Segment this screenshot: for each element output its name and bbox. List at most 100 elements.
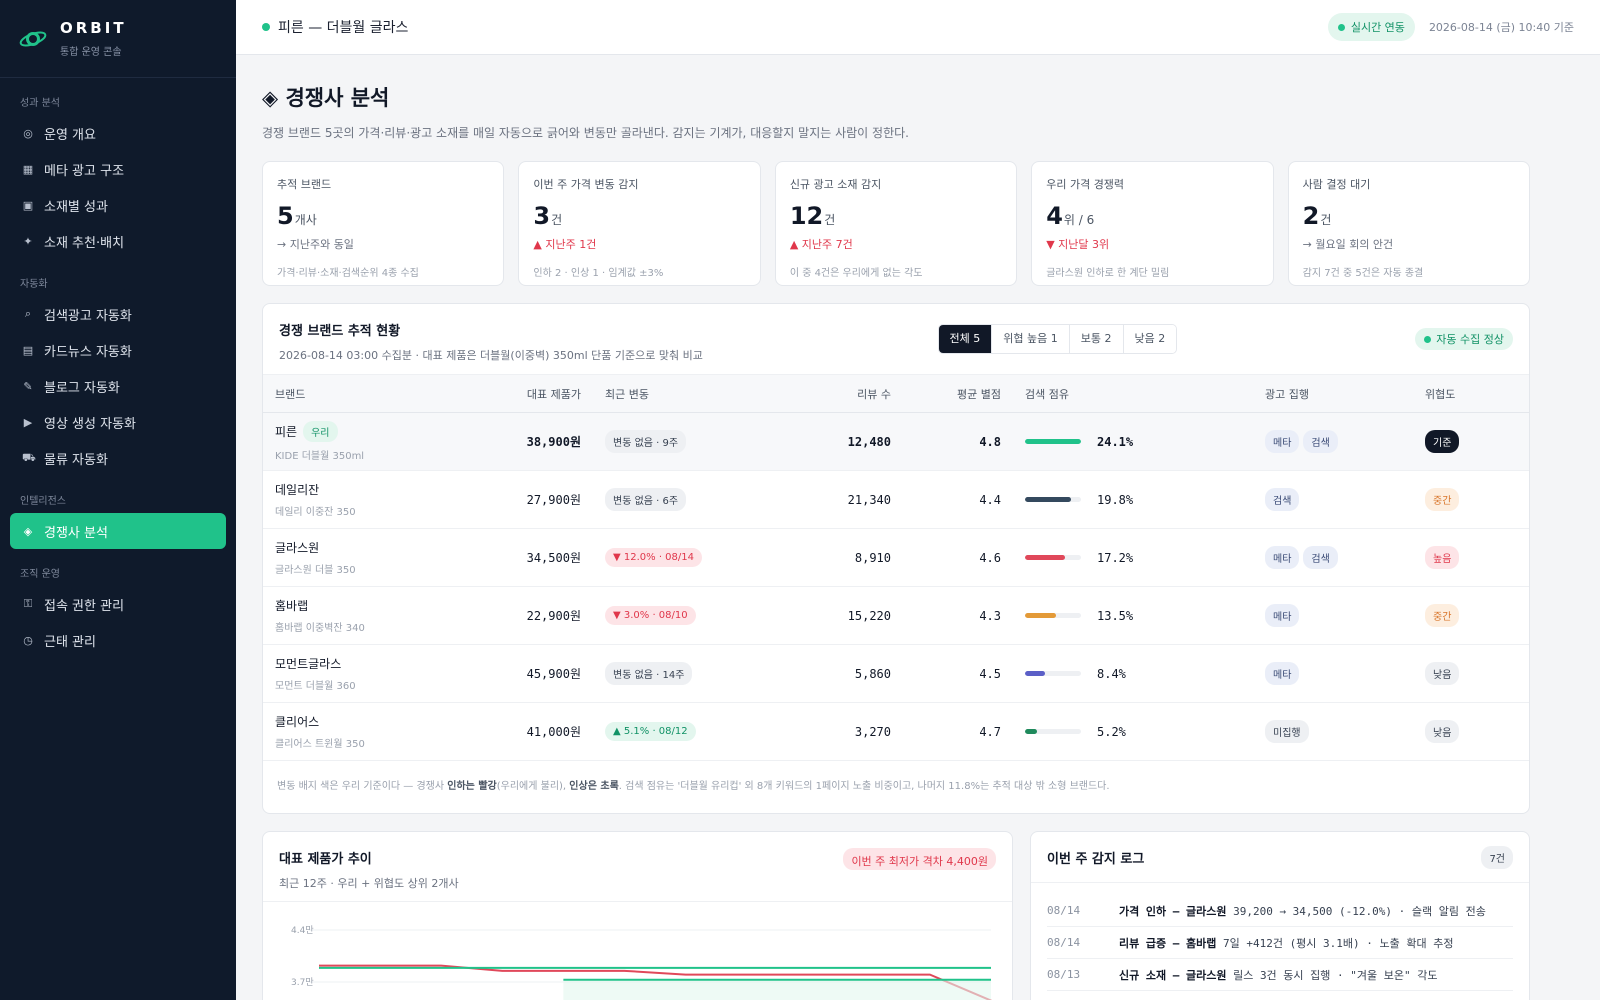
log-row[interactable]: 08/14 리뷰 급증 — 홈바랩 7일 +412건 (평시 3.1배) · 노출…: [1047, 927, 1513, 959]
brand[interactable]: ORBIT 통합 운영 콘솔: [0, 0, 236, 78]
kpi-change: ▲ 지난주 1건: [533, 238, 597, 251]
sidebar-item[interactable]: ⛟ 물류 자동화: [10, 440, 226, 476]
column-header[interactable]: 위협도: [1425, 387, 1456, 401]
filter-tab[interactable]: 전체 5: [938, 325, 993, 353]
product-name: 글라스원 더블 350: [275, 565, 356, 576]
log-row[interactable]: 08/13 신규 소재 — 글라스원 릴스 3건 동시 집행 · "겨울 보온" …: [1047, 959, 1513, 991]
kpi-card: 우리 가격 경쟁력 4위 / 6 ▼ 지난달 3위 글라스원 인하로 한 계단 밀림: [1031, 161, 1274, 286]
log-date: 08/14: [1047, 904, 1081, 917]
share-fill: [1025, 555, 1065, 560]
sidebar-item[interactable]: ✎ 블로그 자동화: [10, 368, 226, 404]
page-title: ◈ 경쟁사 분석: [262, 86, 390, 110]
share-fill: [1025, 671, 1045, 676]
orbit-logo-icon: [19, 31, 47, 46]
log-row[interactable]: 08/14 가격 인하 — 글라스원 39,200 → 34,500 (-12.0…: [1047, 895, 1513, 927]
sidebar-item[interactable]: ▣ 소재별 성과: [10, 187, 226, 223]
sidebar-item[interactable]: ✦ 소재 추천·배치: [10, 223, 226, 259]
trend-title: 대표 제품가 추이: [279, 852, 372, 867]
kpi-change: ▼ 지난달 3위: [1046, 238, 1110, 251]
change-badge: 변동 없음 · 6주: [605, 488, 687, 511]
change-cell: 변동 없음 · 6주: [593, 471, 803, 529]
sidebar-item-label: 블로그 자동화: [44, 380, 120, 396]
footnote-cut: 인하는 빨강: [447, 781, 497, 792]
nav-section-label: 성과 분석: [20, 98, 60, 109]
table-row[interactable]: 글라스원 글라스원 더블 350 34,500원 ▼ 12.0% · 08/14 8,9…: [263, 529, 1529, 587]
price-gap-badge: 이번 주 최저가 격차 4,400원: [843, 848, 996, 870]
risk-badge: 중간: [1425, 604, 1460, 627]
timestamp: 2026-08-14 (금) 10:40 기준: [1428, 21, 1574, 34]
column-header[interactable]: 평균 별점: [957, 387, 1001, 401]
table-row[interactable]: 피른 우리 KIDE 더블월 350ml 38,900원 변동 없음 · 9주 12,48…: [263, 412, 1529, 471]
rating-cell: 4.7: [979, 724, 1001, 739]
kpi-value: 3건: [533, 202, 745, 230]
column-header[interactable]: 브랜드: [275, 387, 306, 401]
share-bar: [1025, 497, 1081, 502]
sidebar-item[interactable]: ⌕ 검색광고 자동화: [10, 296, 226, 332]
brand-name: 데일리잔: [275, 483, 320, 497]
page-description: 경쟁 브랜드 5곳의 가격·리뷰·광고 소재를 매일 자동으로 긁어와 변동만 …: [262, 126, 909, 140]
ads-cell: 메타 검색: [1253, 529, 1413, 587]
column-header[interactable]: 리뷰 수: [857, 387, 891, 401]
column-header[interactable]: 최근 변동: [605, 387, 649, 401]
kpi-note: 감지 7건 중 5건은 자동 종결: [1302, 268, 1424, 279]
kpi-note: 이 중 4건은 우리에게 없는 각도: [789, 268, 923, 279]
share-value: 5.2%: [1097, 724, 1126, 739]
log-count-badge: 7건: [1481, 845, 1513, 869]
ad-channel-tag: 미집행: [1265, 720, 1309, 743]
reviews-cell: 12,480: [847, 434, 891, 449]
structure-icon: ▦: [22, 162, 34, 176]
product-name: 클리어스 트윈월 350: [275, 739, 365, 750]
change-badge: ▼ 3.0% · 08/10: [605, 606, 696, 625]
product-name: 데일리 이중잔 350: [275, 507, 356, 518]
tracking-subtitle: 2026-08-14 03:00 수집분 · 대표 제품은 더블월(이중벽) 3…: [279, 349, 703, 362]
kpi-cards: 추적 브랜드 5개사 → 지난주와 동일 가격·리뷰·소재·검색순위 4종 수집 이번 …: [262, 161, 1531, 286]
risk-badge: 중간: [1425, 488, 1460, 511]
sidebar-item[interactable]: ◷ 근태 관리: [10, 622, 226, 658]
column-header[interactable]: 광고 집행: [1265, 387, 1309, 401]
rating-cell: 4.6: [979, 550, 1001, 565]
table-row[interactable]: 홈바랩 홈바랩 이중벽잔 340 22,900원 ▼ 3.0% · 08/10 15,2…: [263, 587, 1529, 645]
brand-name: 모먼트글라스: [275, 657, 342, 671]
table-row[interactable]: 클리어스 클리어스 트윈월 350 41,000원 ▲ 5.1% · 08/12 3,2…: [263, 703, 1529, 761]
sidebar-item[interactable]: ▶ 영상 생성 자동화: [10, 404, 226, 440]
share-fill: [1025, 439, 1081, 444]
column-header[interactable]: 검색 점유: [1025, 387, 1069, 401]
share-value: 24.1%: [1097, 434, 1134, 449]
dashboard-icon: ◎: [23, 126, 33, 140]
sparkle-icon: ✦: [23, 234, 33, 248]
share-cell: 5.2%: [1013, 703, 1253, 761]
sidebar-item[interactable]: ⚿ 접속 권한 관리: [10, 586, 226, 622]
table-row[interactable]: 데일리잔 데일리 이중잔 350 27,900원 변동 없음 · 6주 21,340 4.…: [263, 471, 1529, 529]
share-wrap: 8.4%: [1025, 667, 1241, 681]
trend-subtitle: 최근 12주 · 우리 + 위협도 상위 2개사: [279, 877, 459, 890]
filter-tab[interactable]: 낮음 2: [1123, 325, 1177, 353]
table-row[interactable]: 모먼트글라스 모먼트 더블월 360 45,900원 변동 없음 · 14주 5,860…: [263, 645, 1529, 703]
change-cell: ▲ 5.1% · 08/12: [593, 703, 803, 761]
sidebar-item[interactable]: ◎ 운영 개요: [10, 115, 226, 151]
brand-name-line: 홈바랩: [275, 597, 481, 614]
filter-tab[interactable]: 위협 높음 1: [992, 325, 1070, 353]
footnote-rise: 인상은 초록: [569, 781, 619, 792]
column-header[interactable]: 대표 제품가: [526, 387, 581, 401]
table-footnote: 변동 배지 색은 우리 기준이다 — 경쟁사 인하는 빨강(우리에게 불리), …: [263, 761, 1529, 808]
sidebar-item[interactable]: ▦ 메타 광고 구조: [10, 151, 226, 187]
risk-cell: 기준: [1413, 413, 1529, 471]
product-title[interactable]: 피른 — 더블월 글라스: [278, 20, 409, 36]
ads-cell: 메타: [1253, 587, 1413, 645]
change-badge: ▼ 12.0% · 08/14: [605, 548, 702, 567]
ad-channel-tag: 메타: [1265, 604, 1300, 627]
log-headline: 리뷰 급증 — 홈바랩: [1119, 936, 1217, 950]
share-wrap: 5.2%: [1025, 725, 1241, 739]
ad-channel-tag: 메타: [1265, 546, 1300, 569]
kpi-change: → 지난주와 동일: [277, 238, 354, 251]
product-name: 모먼트 더블월 360: [275, 681, 356, 692]
sidebar-item[interactable]: ▤ 카드뉴스 자동화: [10, 332, 226, 368]
log-title: 이번 주 감지 로그: [1047, 851, 1145, 867]
y-tick-label: 4.4만: [291, 925, 314, 936]
change-cell: ▼ 3.0% · 08/10: [593, 587, 803, 645]
nav-section-label: 인텔리전스: [20, 496, 66, 507]
filter-tab[interactable]: 보통 2: [1069, 325, 1124, 353]
share-cell: 24.1%: [1013, 413, 1253, 471]
sidebar-item[interactable]: ◈ 경쟁사 분석: [10, 513, 226, 549]
change-badge: ▲ 5.1% · 08/12: [605, 722, 696, 741]
